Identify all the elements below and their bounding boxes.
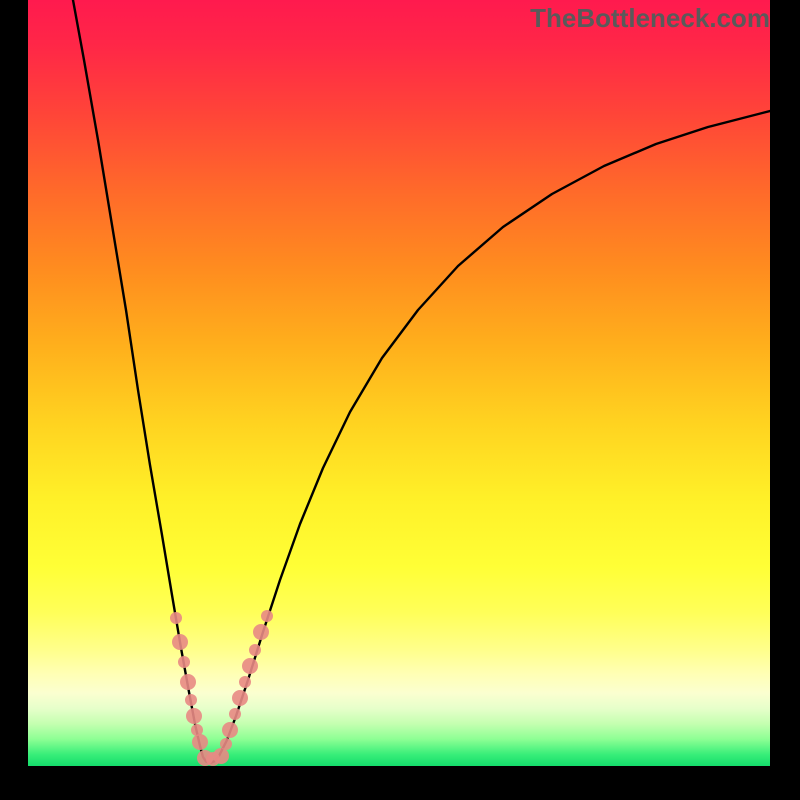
data-marker xyxy=(222,722,238,738)
data-marker xyxy=(172,634,188,650)
data-marker xyxy=(185,694,197,706)
data-marker xyxy=(229,708,241,720)
chart-svg xyxy=(0,0,800,800)
plot-background xyxy=(28,0,770,766)
data-marker xyxy=(178,656,190,668)
data-marker xyxy=(253,624,269,640)
data-marker xyxy=(249,644,261,656)
data-marker xyxy=(220,738,232,750)
data-marker xyxy=(232,690,248,706)
data-marker xyxy=(192,734,208,750)
data-marker xyxy=(170,612,182,624)
data-marker xyxy=(242,658,258,674)
data-marker xyxy=(213,748,229,764)
data-marker xyxy=(239,676,251,688)
data-marker xyxy=(186,708,202,724)
data-marker xyxy=(261,610,273,622)
data-marker xyxy=(180,674,196,690)
watermark-text: TheBottleneck.com xyxy=(530,3,770,34)
chart-frame: TheBottleneck.com xyxy=(0,0,800,800)
